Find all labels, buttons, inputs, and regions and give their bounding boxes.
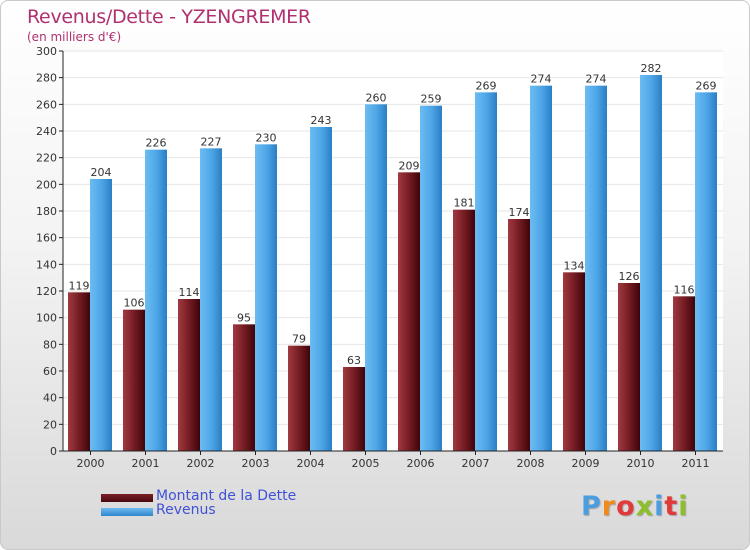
- bar-revenue: [90, 179, 112, 451]
- data-label-revenue: 226: [146, 137, 167, 150]
- plot-area: [63, 51, 723, 451]
- data-label-revenue: 204: [91, 166, 112, 179]
- legend-swatch-debt: [101, 494, 153, 502]
- y-tick-label: 120: [36, 285, 57, 298]
- y-tick-label: 260: [36, 98, 57, 111]
- y-tick-label: 180: [36, 205, 57, 218]
- x-tick-label: 2008: [517, 457, 545, 470]
- bar-debt: [453, 209, 475, 451]
- data-label-debt: 181: [454, 197, 475, 210]
- data-label-debt: 106: [124, 297, 145, 310]
- chart-subtitle: (en milliers d'€): [27, 30, 122, 44]
- bar-debt: [343, 367, 365, 451]
- data-label-revenue: 260: [366, 91, 387, 104]
- x-tick-label: 2001: [132, 457, 160, 470]
- data-label-debt: 63: [347, 354, 361, 367]
- y-tick-label: 80: [43, 338, 57, 351]
- y-tick-label: 0: [50, 445, 57, 458]
- data-label-revenue: 274: [531, 73, 552, 86]
- bar-debt: [673, 296, 695, 451]
- legend-label-debt: Montant de la Dette: [156, 488, 297, 504]
- legend-label-revenue: Revenus: [156, 502, 216, 518]
- bar-revenue: [255, 144, 277, 452]
- bar-revenue: [145, 149, 167, 451]
- data-label-revenue: 269: [696, 79, 717, 92]
- data-label-debt: 114: [179, 286, 200, 299]
- x-tick-label: 2003: [242, 457, 270, 470]
- y-tick-label: 60: [43, 365, 57, 378]
- data-label-debt: 116: [674, 283, 695, 296]
- data-label-debt: 209: [399, 159, 420, 172]
- data-label-debt: 95: [237, 311, 251, 324]
- bar-revenue: [585, 85, 607, 452]
- bar-debt: [508, 219, 530, 451]
- bar-debt: [123, 309, 145, 451]
- x-tick-label: 2004: [297, 457, 325, 470]
- bar-debt: [68, 292, 90, 451]
- bar-revenue: [695, 92, 717, 451]
- bar-debt: [618, 283, 640, 451]
- proxiti-logo: Proxiti: [581, 491, 689, 522]
- bar-revenue: [640, 75, 662, 451]
- y-tick-label: 20: [43, 418, 57, 431]
- bar-revenue: [310, 127, 332, 451]
- data-label-debt: 119: [69, 279, 90, 292]
- data-label-revenue: 269: [476, 79, 497, 92]
- data-label-debt: 79: [292, 333, 306, 346]
- data-label-revenue: 259: [421, 93, 442, 106]
- chart-title: Revenus/Dette - YZENGREMER: [27, 6, 311, 28]
- x-tick-label: 2005: [352, 457, 380, 470]
- bar-debt: [288, 345, 310, 451]
- bar-revenue: [420, 105, 442, 452]
- x-tick-label: 2010: [627, 457, 655, 470]
- y-tick-label: 100: [36, 312, 57, 325]
- y-tick-label: 200: [36, 178, 57, 191]
- x-tick-label: 2009: [572, 457, 600, 470]
- bar-revenue: [365, 104, 387, 451]
- data-label-revenue: 227: [201, 135, 222, 148]
- bar-debt: [398, 172, 420, 452]
- data-label-debt: 134: [564, 259, 585, 272]
- y-tick-label: 300: [36, 45, 57, 58]
- y-tick-label: 140: [36, 258, 57, 271]
- y-tick-label: 220: [36, 152, 57, 165]
- data-label-revenue: 243: [311, 114, 332, 127]
- legend-swatch-revenue: [101, 508, 153, 516]
- x-tick-label: 2000: [77, 457, 105, 470]
- data-label-revenue: 230: [256, 131, 277, 144]
- x-tick-label: 2006: [407, 457, 435, 470]
- bar-revenue: [200, 148, 222, 452]
- data-label-debt: 174: [509, 206, 530, 219]
- y-tick-label: 40: [43, 392, 57, 405]
- bar-debt: [178, 299, 200, 451]
- bar-debt: [233, 324, 255, 451]
- data-label-revenue: 282: [641, 62, 662, 75]
- y-tick-label: 160: [36, 232, 57, 245]
- bar-revenue: [530, 85, 552, 452]
- x-tick-label: 2002: [187, 457, 215, 470]
- y-tick-label: 280: [36, 72, 57, 85]
- data-label-debt: 126: [619, 270, 640, 283]
- x-tick-label: 2011: [682, 457, 710, 470]
- bar-revenue: [475, 92, 497, 451]
- data-label-revenue: 274: [586, 73, 607, 86]
- y-tick-label: 240: [36, 125, 57, 138]
- bar-debt: [563, 272, 585, 451]
- x-tick-label: 2007: [462, 457, 490, 470]
